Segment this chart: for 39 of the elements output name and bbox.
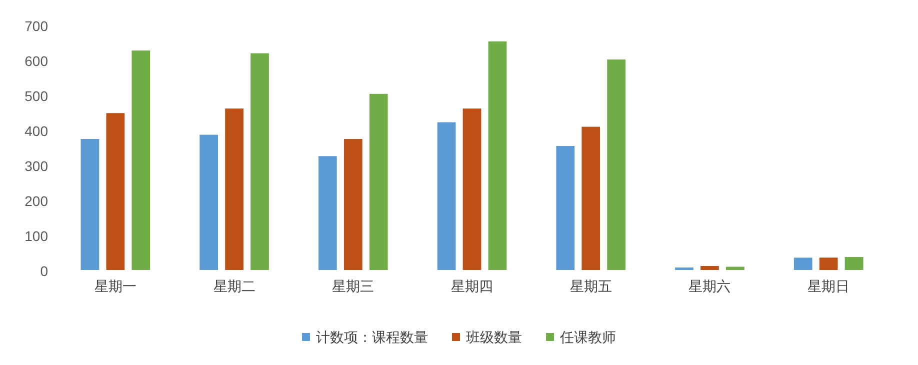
legend-label: 计数项：课程数量 (316, 329, 428, 345)
legend-label: 班级数量 (466, 329, 522, 345)
bar (792, 256, 814, 271)
bar (198, 134, 220, 271)
y-tick-label: 0 (40, 263, 48, 279)
bar (342, 138, 364, 271)
bar (818, 256, 839, 271)
bar (462, 108, 482, 271)
bar (844, 256, 864, 271)
x-tick-label: 星期一 (94, 278, 136, 294)
bar (606, 58, 627, 271)
bar (224, 108, 244, 271)
x-tick-label: 星期五 (570, 278, 612, 294)
bar (130, 49, 152, 271)
x-tick-label: 星期日 (808, 278, 850, 294)
y-tick-label: 200 (24, 193, 48, 209)
bar (555, 145, 576, 271)
legend-label: 任课教师 (559, 329, 616, 345)
bar (487, 40, 508, 271)
bar (580, 126, 602, 271)
x-tick-label: 星期二 (213, 278, 256, 294)
y-tick-label: 500 (24, 88, 48, 104)
x-tick-label: 星期六 (688, 278, 731, 294)
y-tick-label: 400 (24, 123, 48, 139)
x-tick-label: 星期四 (451, 278, 493, 294)
bar (105, 112, 126, 271)
y-tick-label: 300 (24, 158, 48, 174)
y-tick-label: 600 (24, 53, 48, 69)
bar (436, 121, 457, 271)
bar (368, 92, 389, 271)
x-tick-label: 星期三 (332, 278, 374, 294)
y-tick-label: 100 (24, 228, 48, 244)
y-tick-label: 700 (24, 18, 48, 34)
bar (80, 138, 100, 271)
bar (250, 52, 270, 271)
bar (700, 265, 720, 271)
bar (674, 266, 694, 271)
bar (317, 155, 338, 271)
bar (724, 266, 746, 271)
